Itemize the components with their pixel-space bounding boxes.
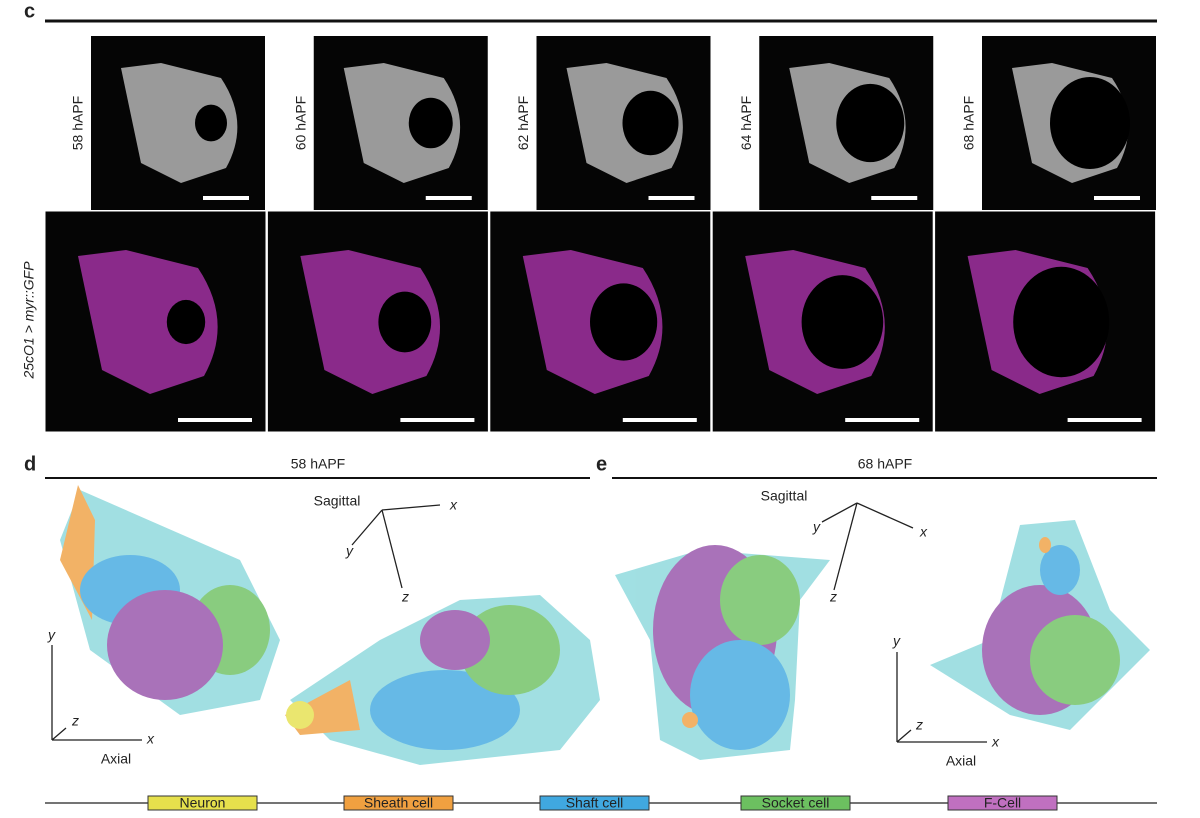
scale-bar [871, 196, 918, 200]
scale-bar [425, 196, 472, 200]
legend-swatch [740, 795, 851, 811]
row-label: 25cO1 > myr::GFP [21, 261, 37, 380]
lumen [1050, 77, 1130, 169]
scale-bar [178, 418, 252, 422]
cell [121, 63, 238, 183]
render-sagittal [285, 595, 600, 765]
view-label: Axial [101, 751, 131, 767]
legend-label: Socket cell [762, 795, 830, 811]
scale-bar [203, 196, 249, 200]
timepoint-label: 60 hAPF [292, 96, 308, 150]
lumen [378, 291, 432, 353]
panel-label: c [24, 0, 35, 22]
scale-bar [622, 418, 697, 422]
timepoint-label: 62 hAPF [515, 96, 531, 150]
legend-swatch [147, 795, 258, 811]
axis-label: y [892, 633, 901, 649]
axes-glyph: Sagittal x y z x y z Axial [761, 488, 1000, 769]
panel-label: e [596, 453, 607, 475]
axis-label: y [47, 627, 56, 643]
axis-label: y [345, 543, 354, 559]
legend-label: Neuron [180, 795, 226, 811]
legend-swatch [539, 795, 650, 811]
legend-label: F-Cell [984, 795, 1021, 811]
render-axial [60, 485, 280, 715]
axis-label: z [829, 589, 837, 605]
axis-label: z [71, 713, 79, 729]
render-axial [930, 520, 1150, 730]
axis-label: y [812, 519, 821, 535]
lumen [1013, 266, 1110, 378]
scale-bar [845, 418, 920, 422]
microscopy: 58 hAPF 60 hAPF 62 hAPF 64 hAPF 68 hAPF [44, 36, 1157, 433]
scale-bar [1067, 418, 1142, 422]
axis-label: x [991, 734, 1000, 750]
lumen [622, 90, 679, 156]
panel-title: 68 hAPF [858, 456, 912, 472]
lumen [590, 283, 658, 361]
panel-label: d [24, 453, 36, 475]
view-label: Sagittal [314, 493, 361, 509]
axis-label: x [146, 731, 155, 747]
timepoint-label: 64 hAPF [738, 96, 754, 150]
legend: Neuron Sheath cell Shaft cell Socket cell F-… [147, 795, 1058, 811]
cell [78, 250, 218, 394]
scale-bar [1094, 196, 1140, 200]
axis-label: z [915, 717, 923, 733]
view-label: Sagittal [761, 488, 808, 504]
lumen [836, 83, 905, 163]
cell [343, 63, 461, 183]
cell [300, 250, 441, 394]
axis-label: x [919, 524, 928, 540]
scale-bar [648, 196, 695, 200]
render-sagittal [615, 545, 830, 760]
axis-label: x [449, 497, 458, 513]
legend-swatch [343, 795, 454, 811]
legend-label: Shaft cell [566, 795, 624, 811]
timepoint-label: 58 hAPF [70, 96, 86, 150]
lumen [195, 104, 227, 142]
lumen [166, 299, 206, 345]
legend-swatch [947, 795, 1058, 811]
lumen [801, 275, 884, 369]
view-label: Axial [946, 753, 976, 769]
legend-label: Sheath cell [364, 795, 433, 811]
axis-label: z [401, 589, 409, 605]
lumen [408, 97, 453, 149]
axes-glyph: Sagittal x y z x y z Axial [47, 493, 458, 767]
timepoint-label: 68 hAPF [961, 96, 977, 150]
panel-title: 58 hAPF [291, 456, 345, 472]
scale-bar [400, 418, 475, 422]
